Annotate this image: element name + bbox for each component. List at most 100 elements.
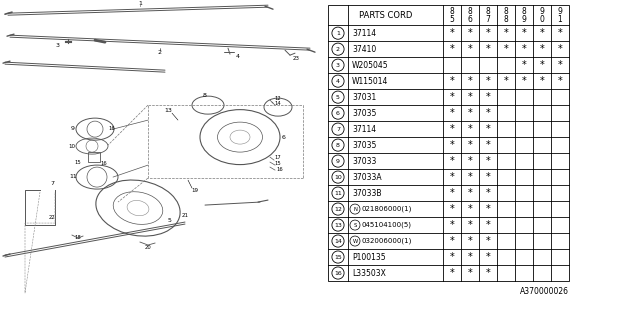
Text: *: *	[486, 28, 490, 38]
Text: 021806000(1): 021806000(1)	[362, 206, 412, 212]
Text: 032006000(1): 032006000(1)	[362, 238, 412, 244]
Text: 13: 13	[164, 108, 172, 113]
Text: 37114: 37114	[352, 29, 376, 38]
Text: *: *	[486, 156, 490, 166]
Text: *: *	[468, 76, 472, 86]
Text: 8: 8	[468, 7, 472, 16]
Text: *: *	[486, 220, 490, 230]
Text: *: *	[450, 252, 454, 262]
Text: *: *	[557, 44, 563, 54]
Text: 7: 7	[50, 180, 54, 186]
Text: 22: 22	[49, 215, 56, 220]
Text: *: *	[468, 188, 472, 198]
Text: *: *	[450, 124, 454, 134]
Text: *: *	[468, 236, 472, 246]
Text: 6: 6	[282, 135, 286, 140]
Text: *: *	[468, 92, 472, 102]
Text: 5: 5	[336, 95, 340, 100]
Text: 21: 21	[182, 212, 189, 218]
Text: 2: 2	[336, 47, 340, 52]
Text: 9: 9	[522, 15, 527, 24]
Text: *: *	[468, 268, 472, 278]
Text: 8: 8	[203, 92, 207, 98]
Text: 9: 9	[71, 126, 75, 131]
Text: 37114: 37114	[352, 124, 376, 134]
Bar	[328, 5, 569, 281]
Text: *: *	[468, 252, 472, 262]
Text: *: *	[450, 204, 454, 214]
Text: 14: 14	[334, 238, 342, 244]
Text: 8: 8	[522, 7, 526, 16]
Text: 5: 5	[449, 15, 454, 24]
Text: 13: 13	[334, 222, 342, 228]
Text: *: *	[450, 220, 454, 230]
Text: L33503X: L33503X	[352, 268, 386, 277]
Text: *: *	[450, 140, 454, 150]
Text: 16: 16	[109, 126, 115, 131]
Text: 1: 1	[336, 31, 340, 36]
Text: 16: 16	[334, 270, 342, 276]
Text: *: *	[522, 44, 526, 54]
Text: 12: 12	[275, 96, 282, 100]
Text: 5: 5	[168, 218, 172, 222]
Text: 1: 1	[138, 1, 142, 6]
Text: 23: 23	[292, 56, 300, 61]
Text: 6: 6	[336, 111, 340, 116]
Text: 8: 8	[336, 143, 340, 148]
Text: 8: 8	[504, 7, 508, 16]
Text: 15: 15	[334, 254, 342, 260]
Text: 15: 15	[75, 160, 81, 164]
Text: PARTS CORD: PARTS CORD	[359, 11, 412, 20]
Text: 9: 9	[336, 159, 340, 164]
Text: *: *	[486, 188, 490, 198]
Text: 1: 1	[557, 15, 563, 24]
Text: *: *	[522, 60, 526, 70]
Text: 2: 2	[158, 50, 162, 55]
Text: *: *	[486, 204, 490, 214]
Text: P100135: P100135	[352, 252, 386, 261]
Text: *: *	[504, 44, 508, 54]
Text: *: *	[468, 124, 472, 134]
Text: *: *	[450, 76, 454, 86]
Text: *: *	[468, 172, 472, 182]
Text: 37033B: 37033B	[352, 188, 381, 197]
Text: *: *	[486, 236, 490, 246]
Text: *: *	[557, 60, 563, 70]
Text: *: *	[468, 220, 472, 230]
Text: 10: 10	[68, 144, 76, 148]
Text: *: *	[450, 92, 454, 102]
Text: *: *	[557, 28, 563, 38]
Text: A370000026: A370000026	[520, 287, 569, 296]
Text: 37035: 37035	[352, 140, 376, 150]
Text: *: *	[540, 44, 545, 54]
Text: *: *	[486, 172, 490, 182]
Text: *: *	[504, 28, 508, 38]
Text: *: *	[450, 236, 454, 246]
Text: *: *	[486, 252, 490, 262]
Text: *: *	[522, 28, 526, 38]
Text: 17: 17	[275, 155, 282, 160]
Text: *: *	[468, 108, 472, 118]
Text: 37031: 37031	[352, 92, 376, 102]
Text: *: *	[540, 76, 545, 86]
Text: *: *	[486, 124, 490, 134]
Text: 11: 11	[69, 173, 77, 179]
Text: 4: 4	[336, 79, 340, 84]
Text: 3: 3	[336, 63, 340, 68]
Text: 18: 18	[75, 235, 81, 240]
Text: N: N	[353, 207, 357, 212]
Text: *: *	[450, 188, 454, 198]
Text: W: W	[353, 238, 358, 244]
Text: *: *	[450, 108, 454, 118]
Text: 4: 4	[236, 54, 240, 59]
Text: *: *	[468, 140, 472, 150]
Text: W115014: W115014	[352, 77, 388, 86]
Text: 16: 16	[276, 167, 284, 172]
Text: 12: 12	[334, 207, 342, 212]
Text: *: *	[486, 108, 490, 118]
Text: 37033A: 37033A	[352, 172, 381, 181]
Text: 8: 8	[504, 15, 508, 24]
Text: 16: 16	[100, 161, 108, 165]
Text: *: *	[540, 60, 545, 70]
Text: 7: 7	[486, 15, 490, 24]
